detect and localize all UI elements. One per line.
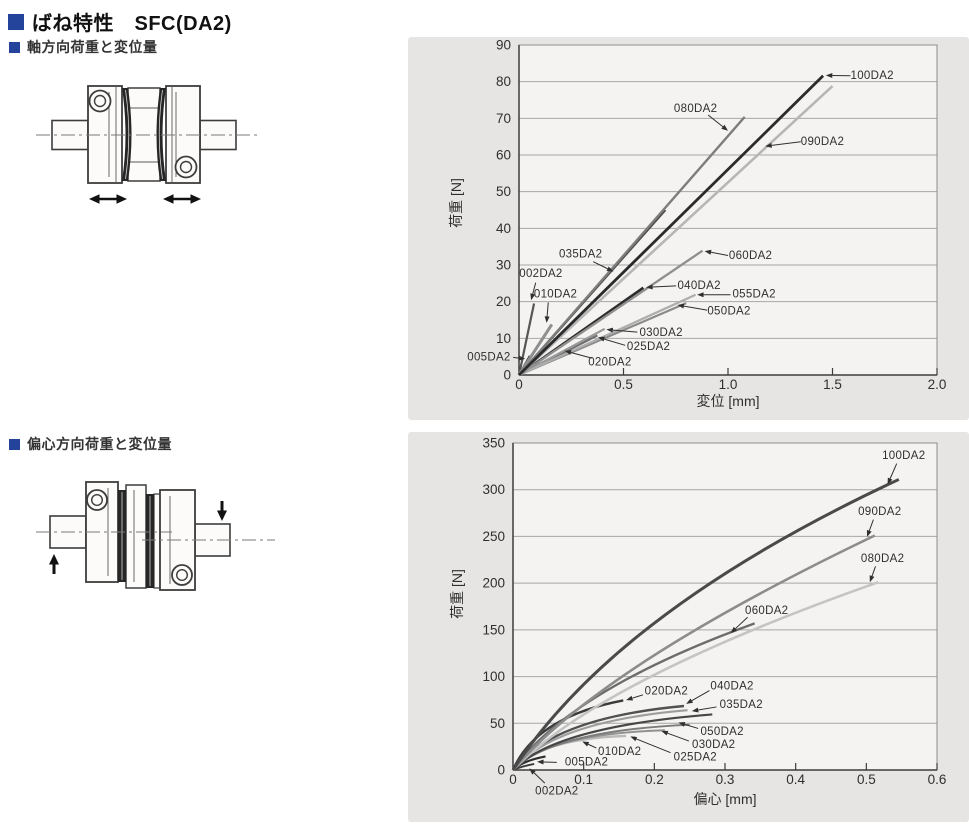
svg-text:005DA2: 005DA2 bbox=[565, 757, 608, 769]
svg-text:050DA2: 050DA2 bbox=[700, 726, 743, 738]
svg-text:0.6: 0.6 bbox=[928, 772, 947, 787]
section-accent-square bbox=[9, 42, 20, 53]
svg-text:0.3: 0.3 bbox=[716, 772, 735, 787]
svg-text:060DA2: 060DA2 bbox=[729, 250, 772, 262]
svg-text:090DA2: 090DA2 bbox=[858, 506, 901, 518]
svg-text:60: 60 bbox=[496, 148, 511, 163]
svg-text:0: 0 bbox=[515, 377, 523, 392]
svg-text:2.0: 2.0 bbox=[928, 377, 947, 392]
page-title-row: ばね特性 SFC(DA2) bbox=[8, 7, 232, 36]
svg-text:70: 70 bbox=[496, 111, 511, 126]
svg-text:0.5: 0.5 bbox=[614, 377, 633, 392]
svg-text:100: 100 bbox=[482, 669, 505, 684]
svg-text:0.2: 0.2 bbox=[645, 772, 664, 787]
svg-text:20: 20 bbox=[496, 294, 511, 309]
svg-text:060DA2: 060DA2 bbox=[745, 605, 788, 617]
svg-text:1.0: 1.0 bbox=[719, 377, 738, 392]
page-title: ばね特性 SFC(DA2) bbox=[32, 7, 232, 36]
svg-text:50: 50 bbox=[496, 184, 511, 199]
svg-text:080DA2: 080DA2 bbox=[674, 103, 717, 115]
svg-text:020DA2: 020DA2 bbox=[645, 686, 688, 698]
svg-text:010DA2: 010DA2 bbox=[534, 288, 577, 300]
axial-load-chart: 0 10 20 30 40 50 60 70 80 90 0 0.5 1.0 1.5 2.0 002DA2 00… bbox=[408, 37, 969, 420]
svg-text:050DA2: 050DA2 bbox=[707, 306, 750, 318]
svg-text:035DA2: 035DA2 bbox=[720, 699, 763, 711]
svg-text:50: 50 bbox=[490, 716, 505, 731]
section-heading-axial-label: 軸方向荷重と変位量 bbox=[27, 37, 158, 57]
svg-text:030DA2: 030DA2 bbox=[692, 739, 735, 751]
svg-text:100DA2: 100DA2 bbox=[851, 70, 894, 82]
svg-text:荷重 [N]: 荷重 [N] bbox=[448, 178, 464, 228]
eccentric-coupling-diagram bbox=[30, 472, 280, 632]
section-heading-eccentric-label: 偏心方向荷重と変位量 bbox=[27, 434, 172, 454]
svg-text:005DA2: 005DA2 bbox=[467, 351, 510, 363]
svg-text:偏心 [mm]: 偏心 [mm] bbox=[694, 791, 757, 807]
svg-text:1.5: 1.5 bbox=[823, 377, 842, 392]
svg-text:0: 0 bbox=[497, 763, 505, 778]
svg-text:002DA2: 002DA2 bbox=[519, 268, 562, 280]
svg-text:025DA2: 025DA2 bbox=[627, 341, 670, 353]
axial-coupling-diagram bbox=[30, 58, 265, 213]
svg-text:040DA2: 040DA2 bbox=[677, 280, 720, 292]
svg-text:020DA2: 020DA2 bbox=[588, 357, 631, 369]
svg-text:0: 0 bbox=[503, 368, 511, 383]
svg-text:100DA2: 100DA2 bbox=[882, 450, 925, 462]
svg-text:090DA2: 090DA2 bbox=[801, 136, 844, 148]
svg-text:10: 10 bbox=[496, 331, 511, 346]
svg-text:0.5: 0.5 bbox=[857, 772, 876, 787]
svg-text:250: 250 bbox=[482, 529, 505, 544]
svg-text:変位 [mm]: 変位 [mm] bbox=[697, 393, 760, 409]
svg-text:025DA2: 025DA2 bbox=[674, 751, 717, 763]
axial-chart-panel: 0 10 20 30 40 50 60 70 80 90 0 0.5 1.0 1.5 2.0 002DA2 00… bbox=[408, 37, 969, 420]
svg-text:080DA2: 080DA2 bbox=[861, 553, 904, 565]
svg-text:030DA2: 030DA2 bbox=[639, 327, 682, 339]
title-accent-square bbox=[8, 14, 24, 30]
svg-text:200: 200 bbox=[482, 576, 505, 591]
svg-text:035DA2: 035DA2 bbox=[559, 248, 602, 260]
svg-text:300: 300 bbox=[482, 482, 505, 497]
svg-text:40: 40 bbox=[496, 221, 511, 236]
section-heading-eccentric: 偏心方向荷重と変位量 bbox=[9, 434, 172, 454]
svg-text:荷重 [N]: 荷重 [N] bbox=[449, 569, 465, 619]
svg-text:0.4: 0.4 bbox=[786, 772, 805, 787]
svg-text:90: 90 bbox=[496, 38, 511, 53]
svg-text:002DA2: 002DA2 bbox=[535, 785, 578, 797]
svg-text:055DA2: 055DA2 bbox=[732, 289, 775, 301]
section-heading-axial: 軸方向荷重と変位量 bbox=[9, 37, 158, 57]
svg-text:350: 350 bbox=[482, 436, 505, 451]
section-accent-square bbox=[9, 439, 20, 450]
svg-text:0: 0 bbox=[509, 772, 517, 787]
svg-text:150: 150 bbox=[482, 622, 505, 637]
svg-text:040DA2: 040DA2 bbox=[710, 680, 753, 692]
svg-text:010DA2: 010DA2 bbox=[598, 746, 641, 758]
axial-displacement-arrows bbox=[89, 194, 201, 204]
svg-text:30: 30 bbox=[496, 258, 511, 273]
svg-text:80: 80 bbox=[496, 74, 511, 89]
